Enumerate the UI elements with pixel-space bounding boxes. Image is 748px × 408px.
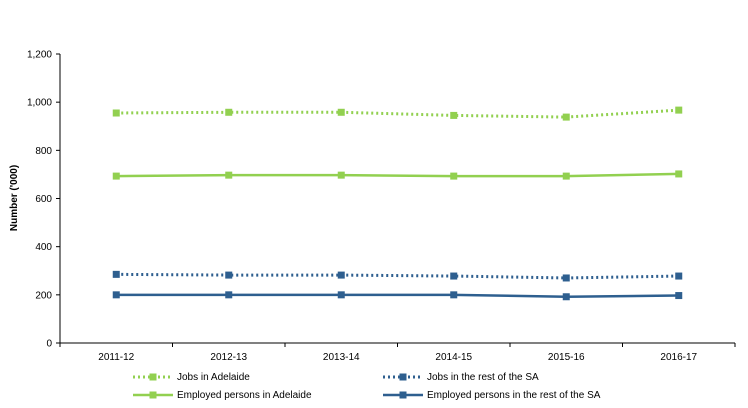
y-tick-label: 0 (46, 339, 52, 350)
series-line-1 (116, 272, 679, 280)
x-tick-label: 2015-16 (548, 352, 585, 363)
legend-marker (399, 373, 407, 381)
data-point (225, 291, 233, 299)
y-tick-label: 600 (35, 194, 52, 205)
data-point (675, 272, 683, 280)
data-point (225, 108, 233, 116)
x-tick-label: 2011-12 (98, 352, 134, 363)
series-line-3 (116, 293, 679, 299)
series-line-0 (116, 108, 679, 119)
legend-label: Employed persons in the rest of the SA (427, 390, 601, 401)
y-tick-label: 1,200 (27, 50, 52, 61)
data-point (225, 271, 233, 279)
data-point (450, 272, 458, 280)
legend-marker (399, 391, 407, 399)
data-point (675, 170, 683, 178)
chart-series (112, 106, 683, 301)
data-point (562, 172, 570, 180)
data-point (337, 171, 345, 179)
data-point (450, 291, 458, 299)
legend-label: Jobs in Adelaide (177, 372, 250, 383)
data-point (450, 111, 458, 119)
data-point (675, 106, 683, 114)
y-tick-label: 400 (35, 242, 52, 253)
y-tick-label: 800 (35, 146, 52, 157)
data-point (112, 270, 120, 278)
data-point (337, 108, 345, 116)
data-point (337, 271, 345, 279)
legend-marker (149, 391, 157, 399)
data-point (562, 274, 570, 282)
data-point (562, 293, 570, 301)
legend-label: Employed persons in Adelaide (177, 390, 312, 401)
data-point (450, 172, 458, 180)
y-axis-label: Number ('000) (9, 165, 20, 231)
legend-marker (149, 373, 157, 381)
x-tick-label: 2012-13 (210, 352, 247, 363)
series-line-2 (116, 172, 679, 178)
data-point (562, 113, 570, 121)
data-point (112, 172, 120, 180)
x-axis-ticks: 2011-12 2012-13 2013-14 2014-15 2015-16 2016-… (59, 343, 736, 363)
x-tick-label: 2013-14 (323, 352, 360, 363)
data-point (337, 291, 345, 299)
x-tick-label: 2014-15 (435, 352, 472, 363)
y-tick-label: 1,000 (27, 98, 52, 109)
chart-axes (59, 54, 735, 344)
x-tick-label: 2016-17 (660, 352, 697, 363)
data-point (112, 109, 120, 117)
y-tick-label: 200 (35, 290, 52, 301)
data-point (675, 292, 683, 300)
y-axis-ticks: 0 200 400 600 800 1,000 1,200 (27, 50, 60, 350)
data-point (225, 171, 233, 179)
legend-label: Jobs in the rest of the SA (427, 372, 539, 383)
data-point (112, 291, 120, 299)
chart-legend: Jobs in Adelaide Jobs in the rest of the … (133, 372, 601, 401)
